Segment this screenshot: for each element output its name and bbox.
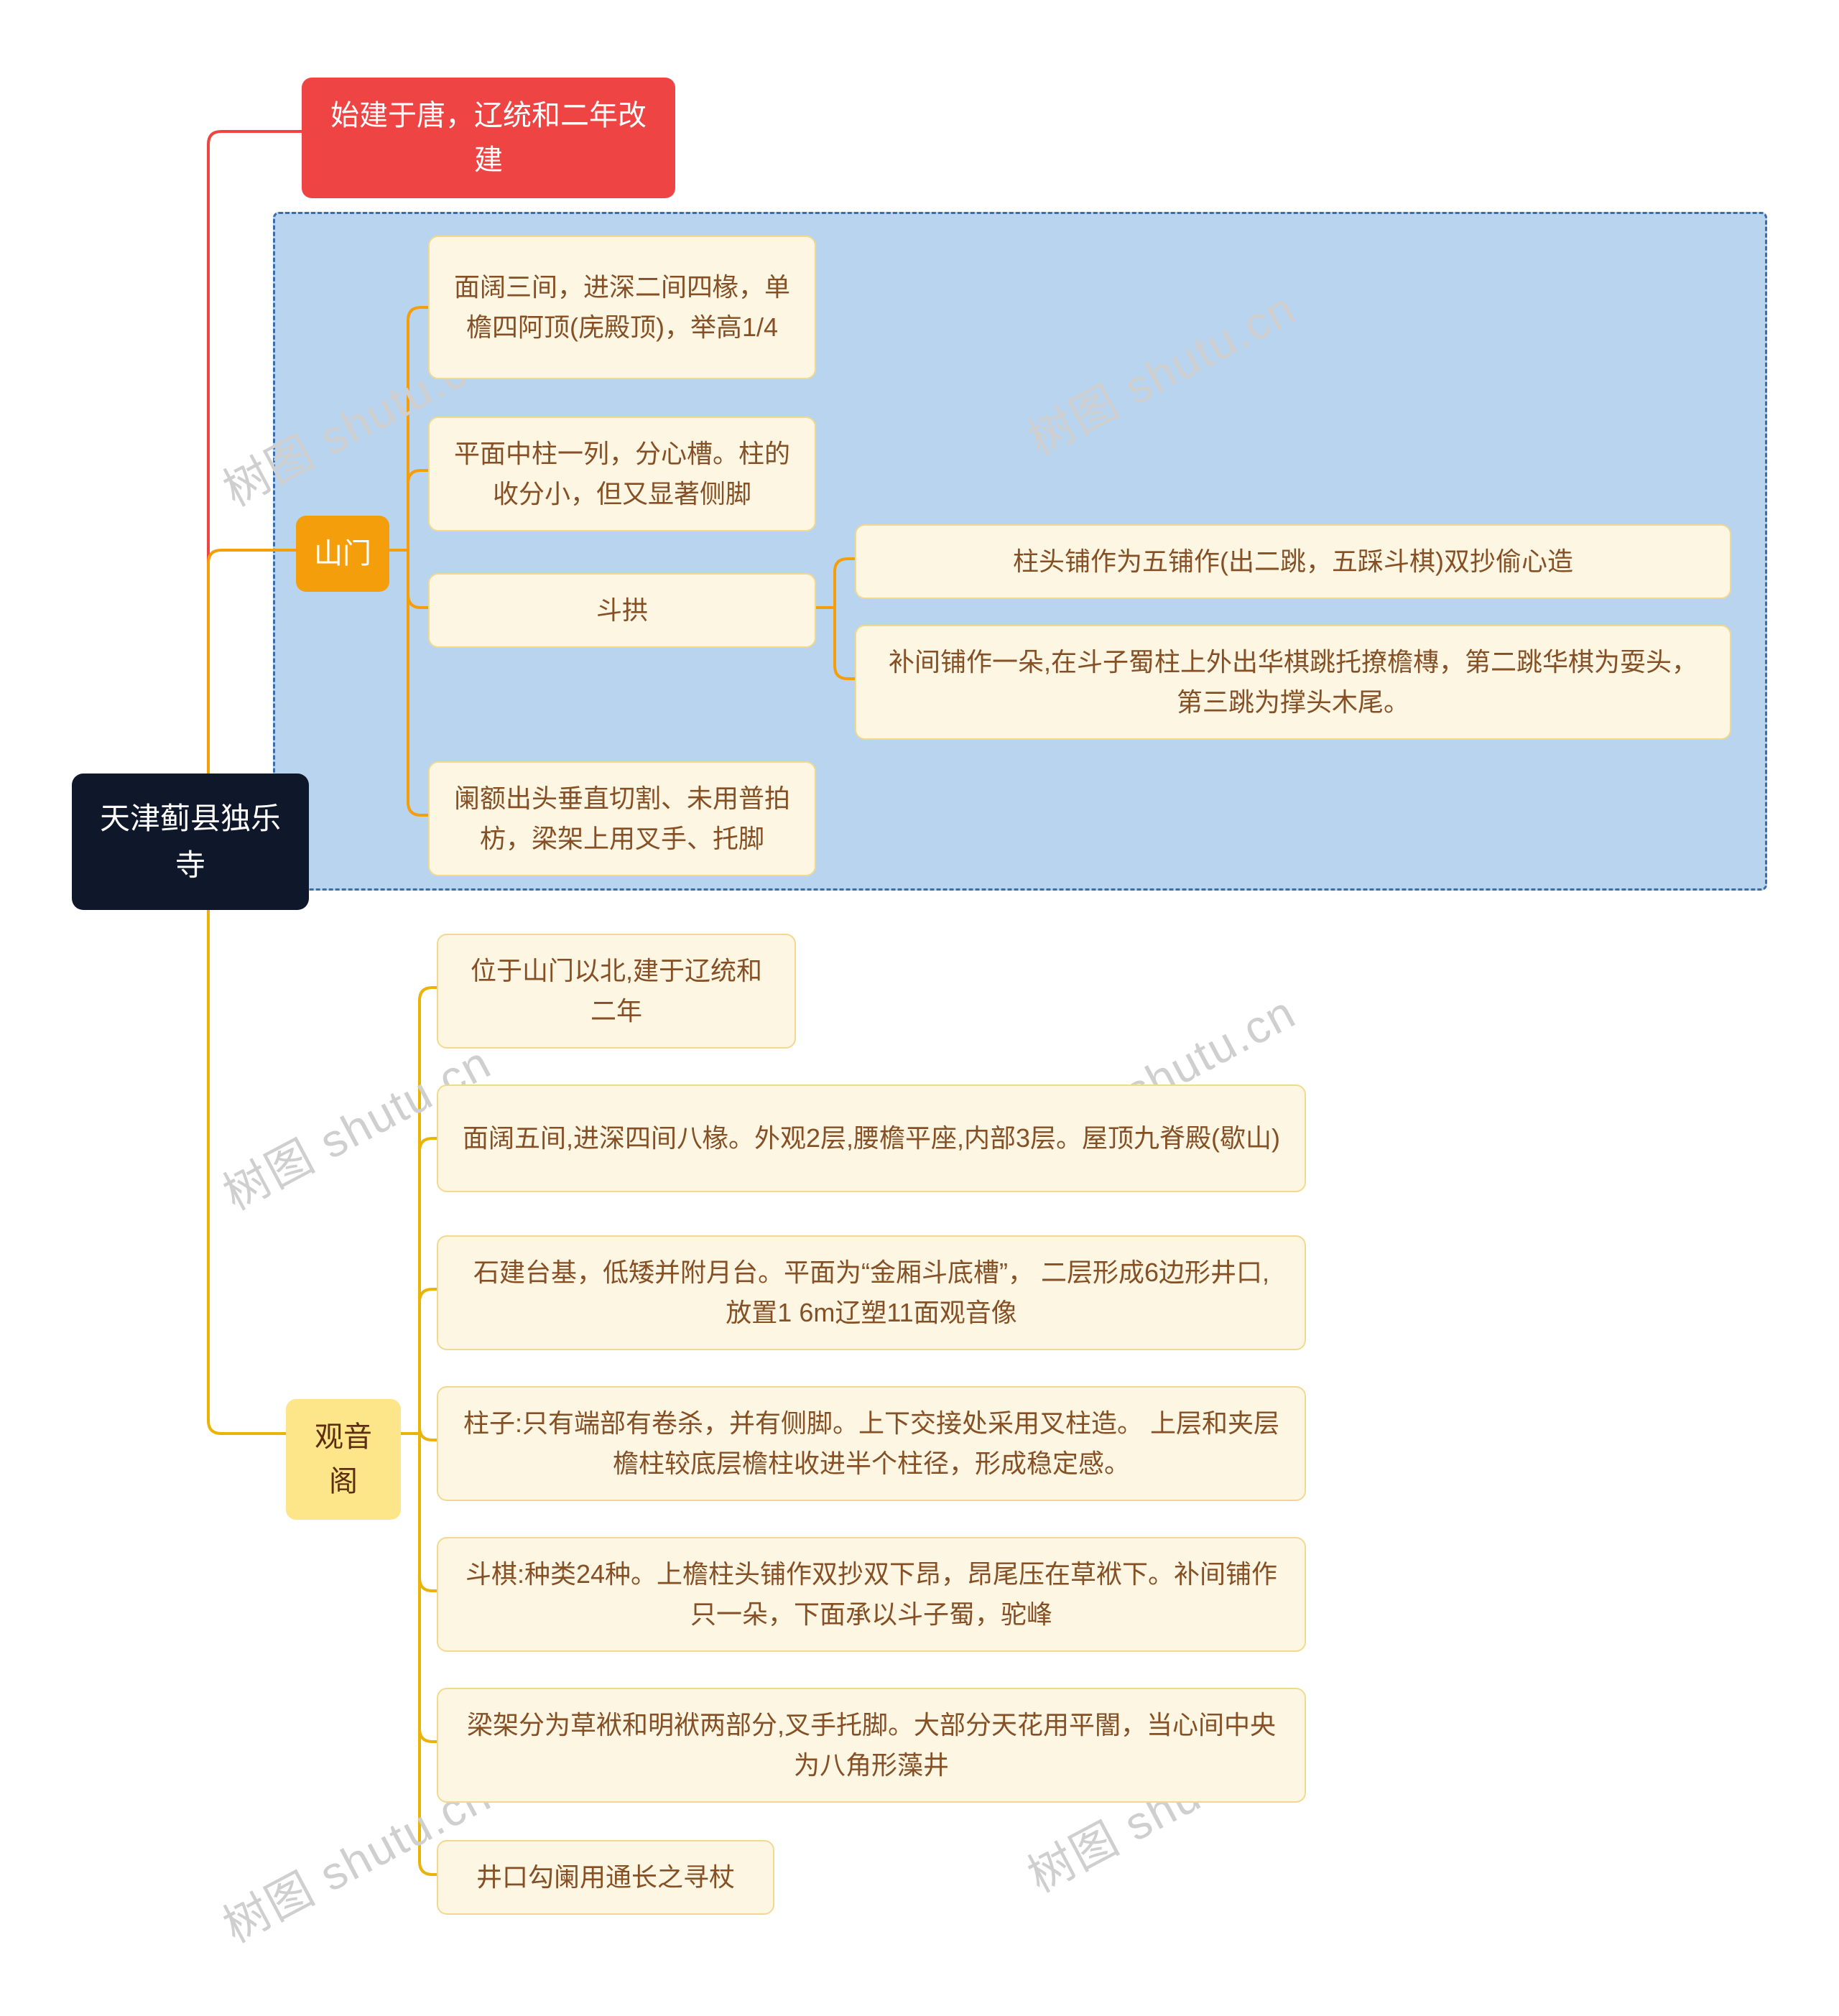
leaf-b2c2-label: 平面中柱一列，分心槽。柱的收分小，但又显著侧脚: [453, 434, 792, 514]
leaf-b3c2-label: 面阔五间,进深四间八椽。外观2层,腰檐平座,内部3层。屋顶九脊殿(歇山): [463, 1118, 1280, 1158]
mindmap-canvas: 树图 shutu.cn树图 shutu.cn树图 shutu.cn树图 shut…: [0, 0, 1839, 2016]
root-node-label: 天津蓟县独乐寺: [98, 795, 283, 888]
leaf-b2c3b-label: 补间铺作一朵,在斗子蜀柱上外出华棋跳托撩檐槫，第二跳华棋为耍头，第三跳为撑头木尾…: [879, 642, 1707, 723]
leaf-b3c1: 位于山门以北,建于辽统和二年: [437, 934, 796, 1049]
root-node: 天津蓟县独乐寺: [72, 774, 309, 910]
leaf-b3c2: 面阔五间,进深四间八椽。外观2层,腰檐平座,内部3层。屋顶九脊殿(歇山): [437, 1084, 1306, 1192]
leaf-b2c3b: 补间铺作一朵,在斗子蜀柱上外出华棋跳托撩檐槫，第二跳华棋为耍头，第三跳为撑头木尾…: [855, 625, 1731, 740]
branch-b1-label: 始建于唐，辽统和二年改建: [325, 93, 652, 182]
leaf-b3c3: 石建台基，低矮并附月台。平面为“金厢斗底槽”， 二层形成6边形井口,放置1 6m…: [437, 1235, 1306, 1350]
branch-b3: 观音阁: [286, 1399, 401, 1520]
leaf-b2c1: 面阔三间，进深二间四椽，单檐四阿顶(庑殿顶)，举高1/4: [428, 236, 816, 379]
leaf-b3c1-label: 位于山门以北,建于辽统和二年: [461, 951, 772, 1031]
branch-b3-label: 观音阁: [302, 1415, 385, 1504]
leaf-b2c3: 斗拱: [428, 573, 816, 648]
leaf-b3c6-label: 梁架分为草袱和明袱两部分,叉手托脚。大部分天花用平闇，当心间中央为八角形藻井: [461, 1705, 1282, 1785]
leaf-b3c5: 斗棋:种类24种。上檐柱头铺作双抄双下昂，昂尾压在草袱下。补间铺作只一朵，下面承…: [437, 1537, 1306, 1652]
leaf-b2c2: 平面中柱一列，分心槽。柱的收分小，但又显著侧脚: [428, 417, 816, 531]
branch-b2: 山门: [296, 516, 389, 592]
leaf-b3c5-label: 斗棋:种类24种。上檐柱头铺作双抄双下昂，昂尾压在草袱下。补间铺作只一朵，下面承…: [461, 1554, 1282, 1635]
leaf-b3c6: 梁架分为草袱和明袱两部分,叉手托脚。大部分天花用平闇，当心间中央为八角形藻井: [437, 1688, 1306, 1803]
branch-b1: 始建于唐，辽统和二年改建: [302, 78, 675, 198]
leaf-b3c3-label: 石建台基，低矮并附月台。平面为“金厢斗底槽”， 二层形成6边形井口,放置1 6m…: [461, 1253, 1282, 1333]
leaf-b2c4-label: 阑额出头垂直切割、未用普拍枋，梁架上用叉手、托脚: [453, 779, 792, 859]
leaf-b2c1-label: 面阔三间，进深二间四椽，单檐四阿顶(庑殿顶)，举高1/4: [453, 267, 792, 348]
leaf-b3c4: 柱子:只有端部有卷杀，并有侧脚。上下交接处采用叉柱造。 上层和夹层檐柱较底层檐柱…: [437, 1386, 1306, 1501]
leaf-b2c3a-label: 柱头铺作为五铺作(出二跳，五踩斗棋)双抄偷心造: [1013, 542, 1573, 582]
leaf-b3c7-label: 井口勾阑用通长之寻杖: [476, 1857, 735, 1897]
leaf-b2c3-label: 斗拱: [596, 590, 648, 631]
leaf-b3c7: 井口勾阑用通长之寻杖: [437, 1840, 774, 1915]
branch-b2-label: 山门: [314, 531, 371, 576]
leaf-b2c3a: 柱头铺作为五铺作(出二跳，五踩斗棋)双抄偷心造: [855, 524, 1731, 599]
leaf-b2c4: 阑额出头垂直切割、未用普拍枋，梁架上用叉手、托脚: [428, 761, 816, 876]
leaf-b3c4-label: 柱子:只有端部有卷杀，并有侧脚。上下交接处采用叉柱造。 上层和夹层檐柱较底层檐柱…: [461, 1403, 1282, 1484]
